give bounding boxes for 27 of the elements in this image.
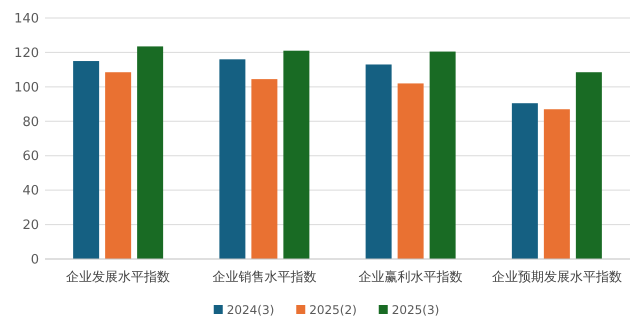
bar [219, 59, 246, 259]
bar [366, 64, 392, 259]
x-tick-label: 企业预期发展水平指数 [492, 270, 622, 285]
y-tick-label: 120 [14, 46, 39, 61]
bar [430, 52, 456, 259]
y-tick-label: 0 [30, 252, 39, 268]
x-tick-label: 企业赢利水平指数 [358, 270, 463, 285]
legend-label: 2024(3) [226, 303, 274, 317]
bar [251, 79, 278, 259]
bar [73, 61, 100, 259]
bar [137, 46, 164, 259]
y-tick-label: 60 [22, 149, 39, 164]
bar [105, 72, 132, 259]
y-tick-label: 100 [14, 80, 39, 96]
y-tick-label: 80 [22, 114, 39, 130]
bar [512, 103, 538, 259]
y-tick-label: 140 [14, 12, 39, 26]
x-tick-label: 企业销售水平指数 [212, 270, 316, 285]
bar [283, 50, 310, 259]
bar [544, 109, 570, 259]
bar [576, 72, 602, 259]
x-tick-label: 企业发展水平指数 [66, 270, 170, 285]
y-tick-label: 20 [22, 218, 39, 234]
legend-label: 2025(3) [392, 303, 440, 317]
bar [398, 83, 424, 259]
y-tick-label: 40 [22, 184, 39, 199]
legend-label: 2025(2) [309, 303, 357, 317]
